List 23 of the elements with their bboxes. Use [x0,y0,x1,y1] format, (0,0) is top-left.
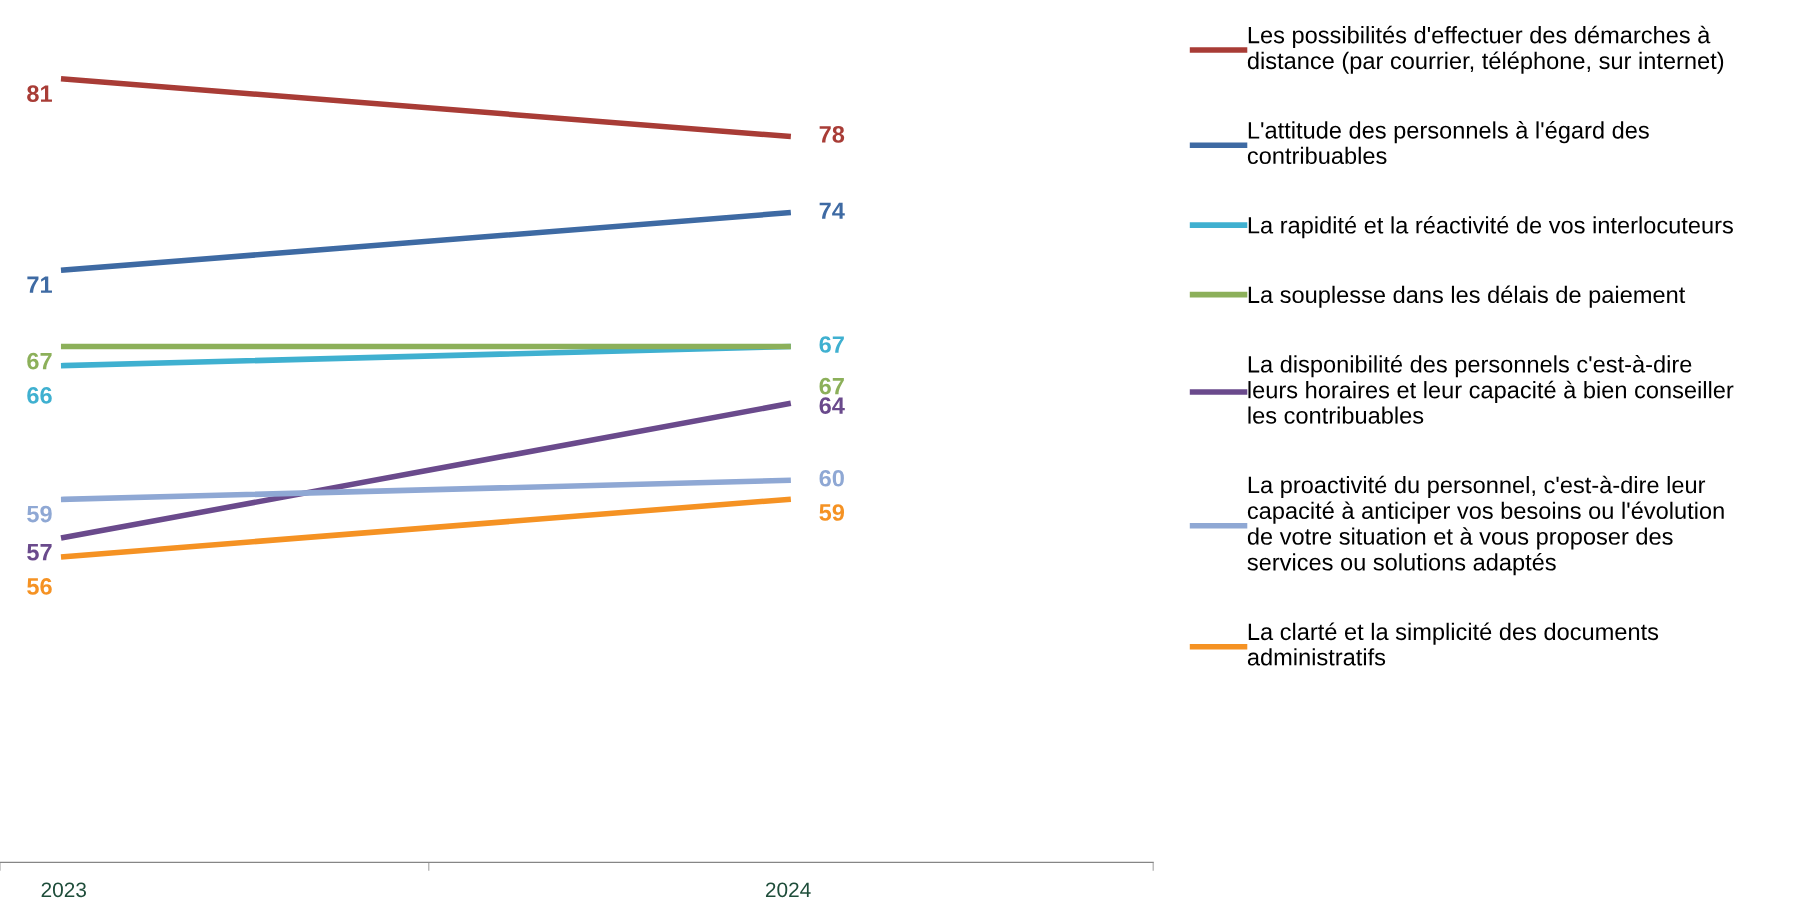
data-label: 81 [27,85,52,103]
data-label: 67 [27,352,52,370]
data-label: 59 [27,505,52,523]
legend-label: L'attitude des personnels à l'égard des contribuables [1247,121,1649,165]
data-label: 60 [819,469,844,487]
data-label: 64 [819,397,845,414]
x-tick-label: 2024 [765,882,811,898]
legend-label: La rapidité et la réactivité de vos interlocuteurs [1248,215,1733,239]
data-label: 66 [27,387,52,404]
legend-label: La proactivité du personnel, c'est-à-dire leur capacité à anticiper vos besoins ou l'évolution de votre situation et à vous proposer des services ou solutions adaptés [1247,475,1724,576]
data-label: 78 [819,125,845,143]
legend-label: La souplesse dans les délais de paiement [1248,285,1686,308]
data-label: 74 [819,202,845,219]
legend-label: La clarté et la simplicité des documents administratifs [1247,622,1659,666]
legend-label: Les possibilités d'effectuer des démarches à distance (par courrier, téléphone, sur internet) [1247,25,1724,74]
data-label: 67 [819,377,844,395]
data-label: 67 [819,336,844,353]
data-label: 59 [819,504,845,521]
data-label: 56 [27,578,52,595]
legend-label: La disponibilité des personnels c'est-à-dire leurs horaires et leur capacité à bien conseiller les contribuables [1248,355,1734,424]
data-label: 57 [27,544,52,561]
data-label: 71 [27,276,52,293]
x-tick-label: 2023 [41,882,86,898]
